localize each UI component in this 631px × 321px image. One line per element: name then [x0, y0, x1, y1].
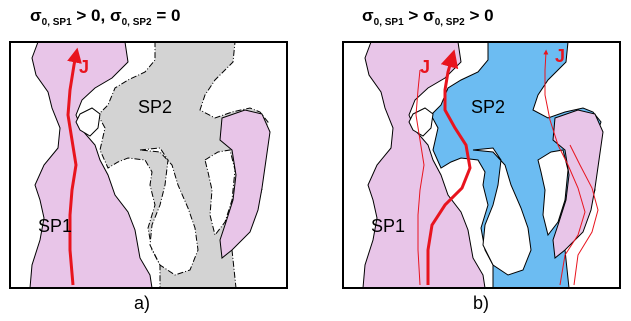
- sigma-symbol: σ: [423, 6, 435, 25]
- current-path-sp2: [543, 49, 586, 286]
- current-label: J: [420, 57, 430, 77]
- panel-b-title: σ0, SP1 > σ0, SP2 > 0: [362, 6, 494, 28]
- panel-a-frame: [9, 41, 288, 289]
- current-path-thin: [415, 69, 425, 286]
- panel-b-frame: [342, 41, 621, 289]
- sp2-label: SP2: [471, 97, 505, 117]
- sp1-label: SP1: [38, 216, 72, 236]
- subscript-sp2: 0, SP2: [434, 17, 465, 28]
- sp1-region: [29, 42, 153, 288]
- current-path-sp2-thin: [569, 144, 599, 286]
- island: [75, 107, 101, 137]
- sp2-label: SP2: [138, 97, 172, 117]
- panel-a-caption: a): [134, 293, 151, 313]
- island: [408, 107, 434, 137]
- sp2-hole: [472, 147, 532, 276]
- sp1-label: SP1: [371, 216, 405, 236]
- panel-b: [362, 42, 604, 288]
- sigma-symbol: σ: [109, 6, 122, 25]
- panel-b-caption: b): [473, 293, 490, 313]
- panel-a-title: σ0, SP1 > 0, σ0, SP2 = 0: [30, 6, 180, 28]
- sp2-hole: [537, 149, 569, 237]
- current-path-main: [426, 49, 472, 285]
- current-label: J: [79, 57, 89, 77]
- subscript-sp2: 0, SP2: [121, 17, 152, 28]
- relation-text: >: [403, 6, 424, 25]
- relation-text: > 0: [464, 6, 494, 25]
- relation-text: = 0: [151, 6, 181, 25]
- subscript-sp1: 0, SP1: [41, 17, 72, 28]
- current-label: J: [555, 46, 565, 66]
- sp2-hole: [139, 147, 199, 276]
- sp1-right-lobe: [552, 109, 604, 259]
- sigma-symbol: σ: [30, 6, 42, 25]
- sp1-right-lobe: [219, 109, 271, 259]
- sigma-symbol: σ: [362, 6, 374, 25]
- panel-a: [29, 42, 271, 288]
- sp2-hole: [204, 149, 236, 237]
- current-path: [66, 47, 82, 286]
- subscript-sp1: 0, SP1: [373, 17, 404, 28]
- relation-text: > 0,: [71, 6, 110, 25]
